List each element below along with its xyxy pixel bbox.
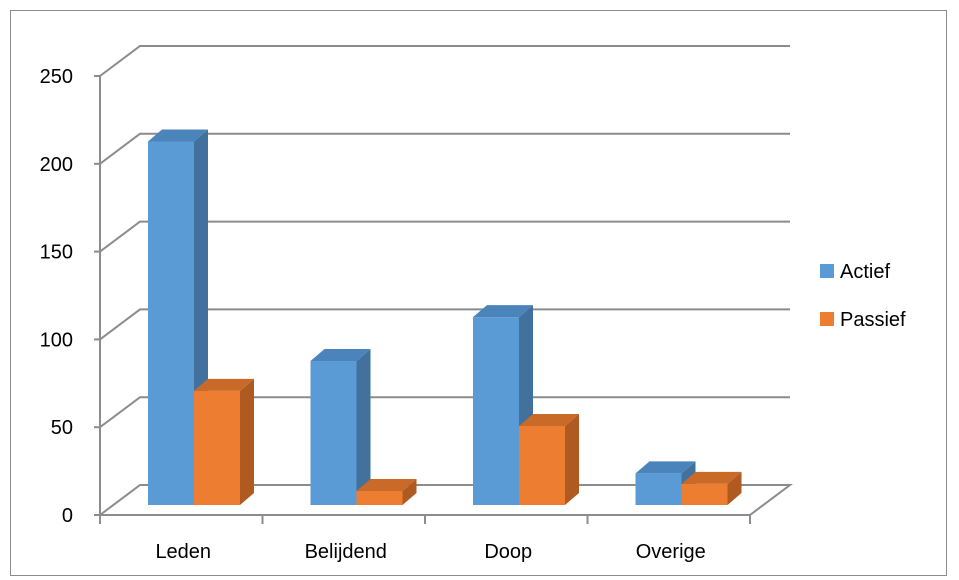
chart-walls: [99, 76, 793, 516]
bar-top: [310, 349, 371, 362]
x-category-label: Leden: [155, 541, 211, 563]
y-tick-label: 250: [40, 66, 73, 88]
x-category-label: Doop: [484, 541, 532, 563]
legend-swatch: [820, 312, 834, 326]
bar-passief-doop: [519, 413, 579, 505]
y-axis-ticks: 0 50 100 150 200 250: [40, 66, 100, 527]
legend-item-passief: Passief: [820, 309, 906, 331]
bar-front: [194, 390, 240, 505]
bar-front: [681, 483, 728, 505]
bar-passief-belijdend: [356, 478, 417, 505]
y-tick-label: 200: [40, 154, 73, 176]
bar-top: [356, 478, 417, 491]
bar-top: [473, 305, 533, 318]
bar-top: [635, 461, 696, 474]
gridlines: [99, 45, 790, 429]
gridline: [99, 220, 790, 253]
bar-side: [356, 349, 371, 505]
bars: [148, 129, 742, 505]
gridline: [99, 132, 790, 165]
bar-front: [473, 317, 519, 505]
bar-front: [635, 473, 682, 505]
x-category-label: Overige: [636, 541, 706, 563]
bar-front: [310, 361, 357, 505]
floor: [99, 484, 793, 516]
bar-passief-overige: [681, 471, 742, 505]
y-tick-label: 150: [40, 242, 73, 264]
bar-top: [681, 471, 742, 484]
legend-label: Actief: [840, 261, 890, 283]
bar-side: [565, 413, 579, 505]
gridline: [99, 308, 790, 341]
bar-side: [727, 471, 742, 505]
legend-item-actief: Actief: [820, 261, 890, 283]
bar-side: [240, 378, 254, 505]
gridline: [99, 45, 790, 77]
y-tick-label: 100: [40, 329, 73, 351]
bar-front: [519, 425, 565, 505]
legend-swatch: [820, 264, 834, 278]
legend: Actief Passief: [820, 261, 906, 331]
bar-passief-leden: [194, 378, 254, 505]
x-category-label: Belijdend: [305, 541, 387, 563]
bar-side: [402, 478, 417, 505]
y-tick-label: 50: [51, 417, 73, 439]
bar-top: [519, 413, 579, 426]
bar-top: [148, 129, 208, 142]
y-tick-label: 0: [62, 505, 73, 527]
gridline: [99, 396, 790, 429]
bar-front: [148, 141, 194, 505]
bar-front: [356, 490, 403, 505]
bar-actief-doop: [473, 305, 533, 505]
bar-actief-belijdend: [310, 349, 371, 505]
x-axis: Leden Belijdend Doop Overige: [99, 515, 751, 563]
bar-top: [194, 378, 254, 391]
legend-label: Passief: [840, 309, 906, 331]
